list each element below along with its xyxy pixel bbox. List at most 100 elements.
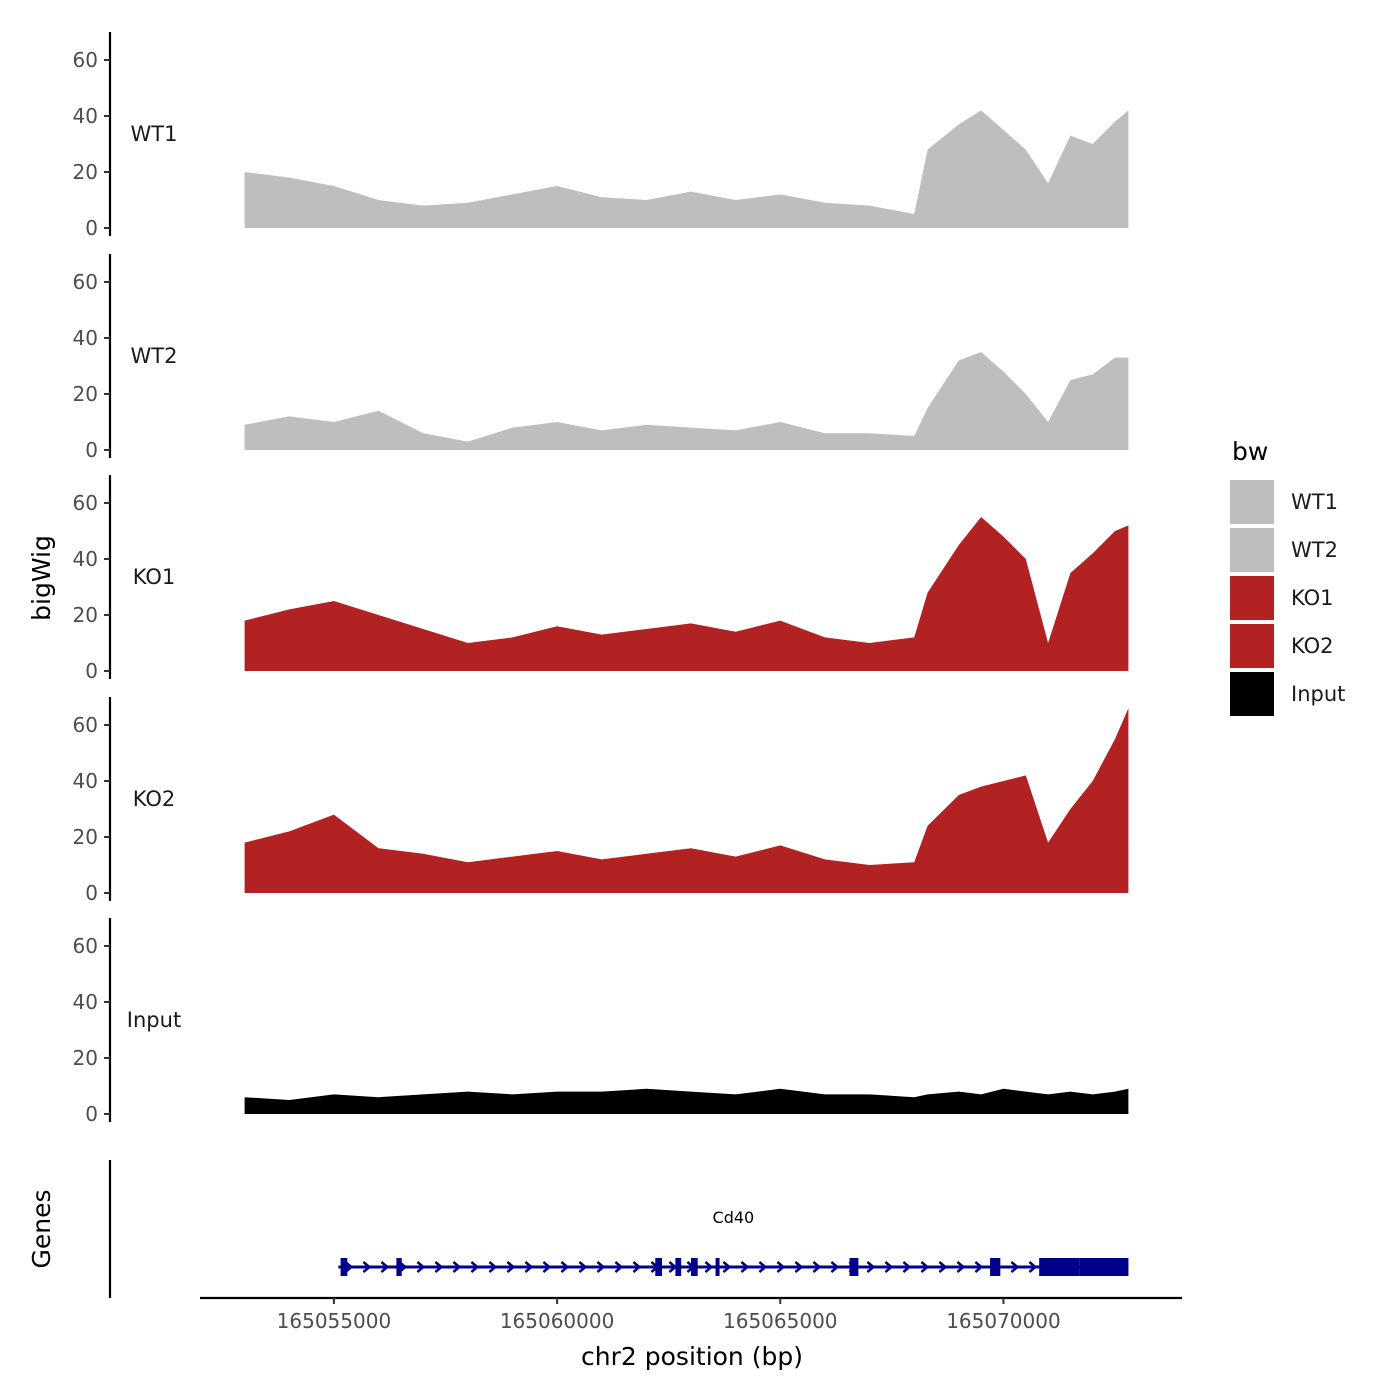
strand-arrow bbox=[830, 1261, 840, 1273]
strand-arrow bbox=[434, 1261, 444, 1273]
strand-arrow bbox=[722, 1261, 732, 1273]
gene-exon bbox=[1079, 1258, 1129, 1276]
legend-entry-ko1: KO1 bbox=[1230, 576, 1334, 620]
strand-arrow bbox=[470, 1261, 480, 1273]
strand-arrow bbox=[956, 1261, 966, 1273]
gene-exon bbox=[396, 1258, 402, 1276]
strand-arrow bbox=[704, 1261, 714, 1273]
strand-arrow bbox=[902, 1261, 912, 1273]
strand-arrow bbox=[794, 1261, 804, 1273]
strand-arrow bbox=[344, 1261, 354, 1273]
y-tick-label: 20 bbox=[73, 382, 98, 406]
legend-title: bw bbox=[1232, 437, 1268, 466]
strand-arrow bbox=[614, 1261, 624, 1273]
track-ko2: 0 20 40 60 KO2 bbox=[73, 697, 1129, 905]
track-label: KO2 bbox=[133, 787, 176, 811]
track-label: WT2 bbox=[131, 344, 178, 368]
area-wt2 bbox=[244, 352, 1129, 450]
area-wt1 bbox=[244, 110, 1129, 228]
x-tick-label: 165060000 bbox=[500, 1309, 615, 1333]
strand-arrow bbox=[362, 1261, 372, 1273]
strand-arrow bbox=[1010, 1261, 1020, 1273]
strand-arrow bbox=[884, 1261, 894, 1273]
gene-cd40: Cd40 bbox=[338, 1208, 1129, 1276]
y-tick-label: 20 bbox=[73, 1046, 98, 1070]
y-axis-title: bigWig bbox=[27, 535, 56, 621]
legend-label: KO1 bbox=[1291, 586, 1334, 610]
genes-panel: Genes Cd40 bbox=[27, 1160, 1129, 1298]
area-ko2 bbox=[244, 708, 1129, 893]
track-input: 0 20 40 60 Input bbox=[73, 918, 1129, 1126]
strand-arrow bbox=[524, 1261, 534, 1273]
track-panels: 0 20 40 60 WT1 0 20 40 60 WT2 0 20 40 60 KO1 0 20 40 60 KO2… bbox=[73, 32, 1129, 1126]
legend-entry-input: Input bbox=[1230, 672, 1345, 716]
strand-arrow bbox=[632, 1261, 642, 1273]
x-axis: 165055000 165060000 165065000 165070000 bbox=[200, 1296, 1182, 1333]
gene-exon bbox=[849, 1258, 859, 1276]
y-tick-label: 60 bbox=[73, 713, 98, 737]
area-ko1 bbox=[244, 517, 1129, 671]
gene-exon bbox=[990, 1258, 1001, 1276]
legend-label: Input bbox=[1291, 682, 1345, 706]
legend-swatch bbox=[1230, 672, 1274, 716]
y-tick-label: 40 bbox=[73, 104, 98, 128]
legend: bw WT1 WT2 KO1 KO2 Input bbox=[1230, 437, 1345, 716]
x-tick-label: 165055000 bbox=[277, 1309, 392, 1333]
strand-arrow bbox=[866, 1261, 876, 1273]
strand-arrow bbox=[668, 1261, 678, 1273]
track-wt2: 0 20 40 60 WT2 bbox=[73, 254, 1129, 462]
y-tick-label: 60 bbox=[73, 934, 98, 958]
x-axis-title: chr2 position (bp) bbox=[581, 1342, 803, 1371]
legend-swatch bbox=[1230, 480, 1274, 524]
y-tick-label: 60 bbox=[73, 491, 98, 515]
y-tick-label: 0 bbox=[85, 216, 98, 240]
gene-exon bbox=[1039, 1258, 1080, 1276]
track-label: Input bbox=[127, 1008, 181, 1032]
x-tick-label: 165070000 bbox=[946, 1309, 1061, 1333]
y-tick-label: 60 bbox=[73, 48, 98, 72]
y-tick-label: 0 bbox=[85, 438, 98, 462]
y-tick-label: 40 bbox=[73, 547, 98, 571]
strand-arrow bbox=[974, 1261, 984, 1273]
y-tick-label: 40 bbox=[73, 990, 98, 1014]
legend-entry-wt2: WT2 bbox=[1230, 528, 1338, 572]
y-tick-label: 60 bbox=[73, 270, 98, 294]
strand-arrow bbox=[542, 1261, 552, 1273]
legend-label: WT1 bbox=[1291, 490, 1338, 514]
strand-arrow bbox=[560, 1261, 570, 1273]
y-tick-label: 0 bbox=[85, 881, 98, 905]
gene-exon bbox=[655, 1258, 662, 1276]
strand-arrow bbox=[1028, 1261, 1038, 1273]
y-tick-label: 20 bbox=[73, 603, 98, 627]
legend-entry-wt1: WT1 bbox=[1230, 480, 1338, 524]
legend-swatch bbox=[1230, 624, 1274, 668]
y-tick-label: 20 bbox=[73, 825, 98, 849]
y-tick-label: 0 bbox=[85, 659, 98, 683]
strand-arrow bbox=[578, 1261, 588, 1273]
gene-exon bbox=[691, 1258, 698, 1276]
area-input bbox=[244, 1088, 1129, 1114]
strand-arrow bbox=[488, 1261, 498, 1273]
strand-arrow bbox=[740, 1261, 750, 1273]
strand-arrow bbox=[380, 1261, 390, 1273]
strand-arrow bbox=[812, 1261, 822, 1273]
strand-arrow bbox=[920, 1261, 930, 1273]
legend-entry-ko2: KO2 bbox=[1230, 624, 1334, 668]
y-tick-label: 20 bbox=[73, 160, 98, 184]
strand-arrow bbox=[506, 1261, 516, 1273]
legend-label: KO2 bbox=[1291, 634, 1334, 658]
strand-arrow bbox=[758, 1261, 768, 1273]
legend-label: WT2 bbox=[1291, 538, 1338, 562]
strand-arrow bbox=[416, 1261, 426, 1273]
y-tick-label: 0 bbox=[85, 1102, 98, 1126]
track-ko1: 0 20 40 60 KO1 bbox=[73, 475, 1129, 683]
strand-arrow bbox=[596, 1261, 606, 1273]
gene-exon bbox=[715, 1258, 720, 1276]
gene-exon bbox=[340, 1258, 348, 1276]
y-tick-label: 40 bbox=[73, 769, 98, 793]
track-label: KO1 bbox=[133, 565, 176, 589]
strand-arrow bbox=[938, 1261, 948, 1273]
strand-arrow bbox=[776, 1261, 786, 1273]
strand-arrow bbox=[452, 1261, 462, 1273]
